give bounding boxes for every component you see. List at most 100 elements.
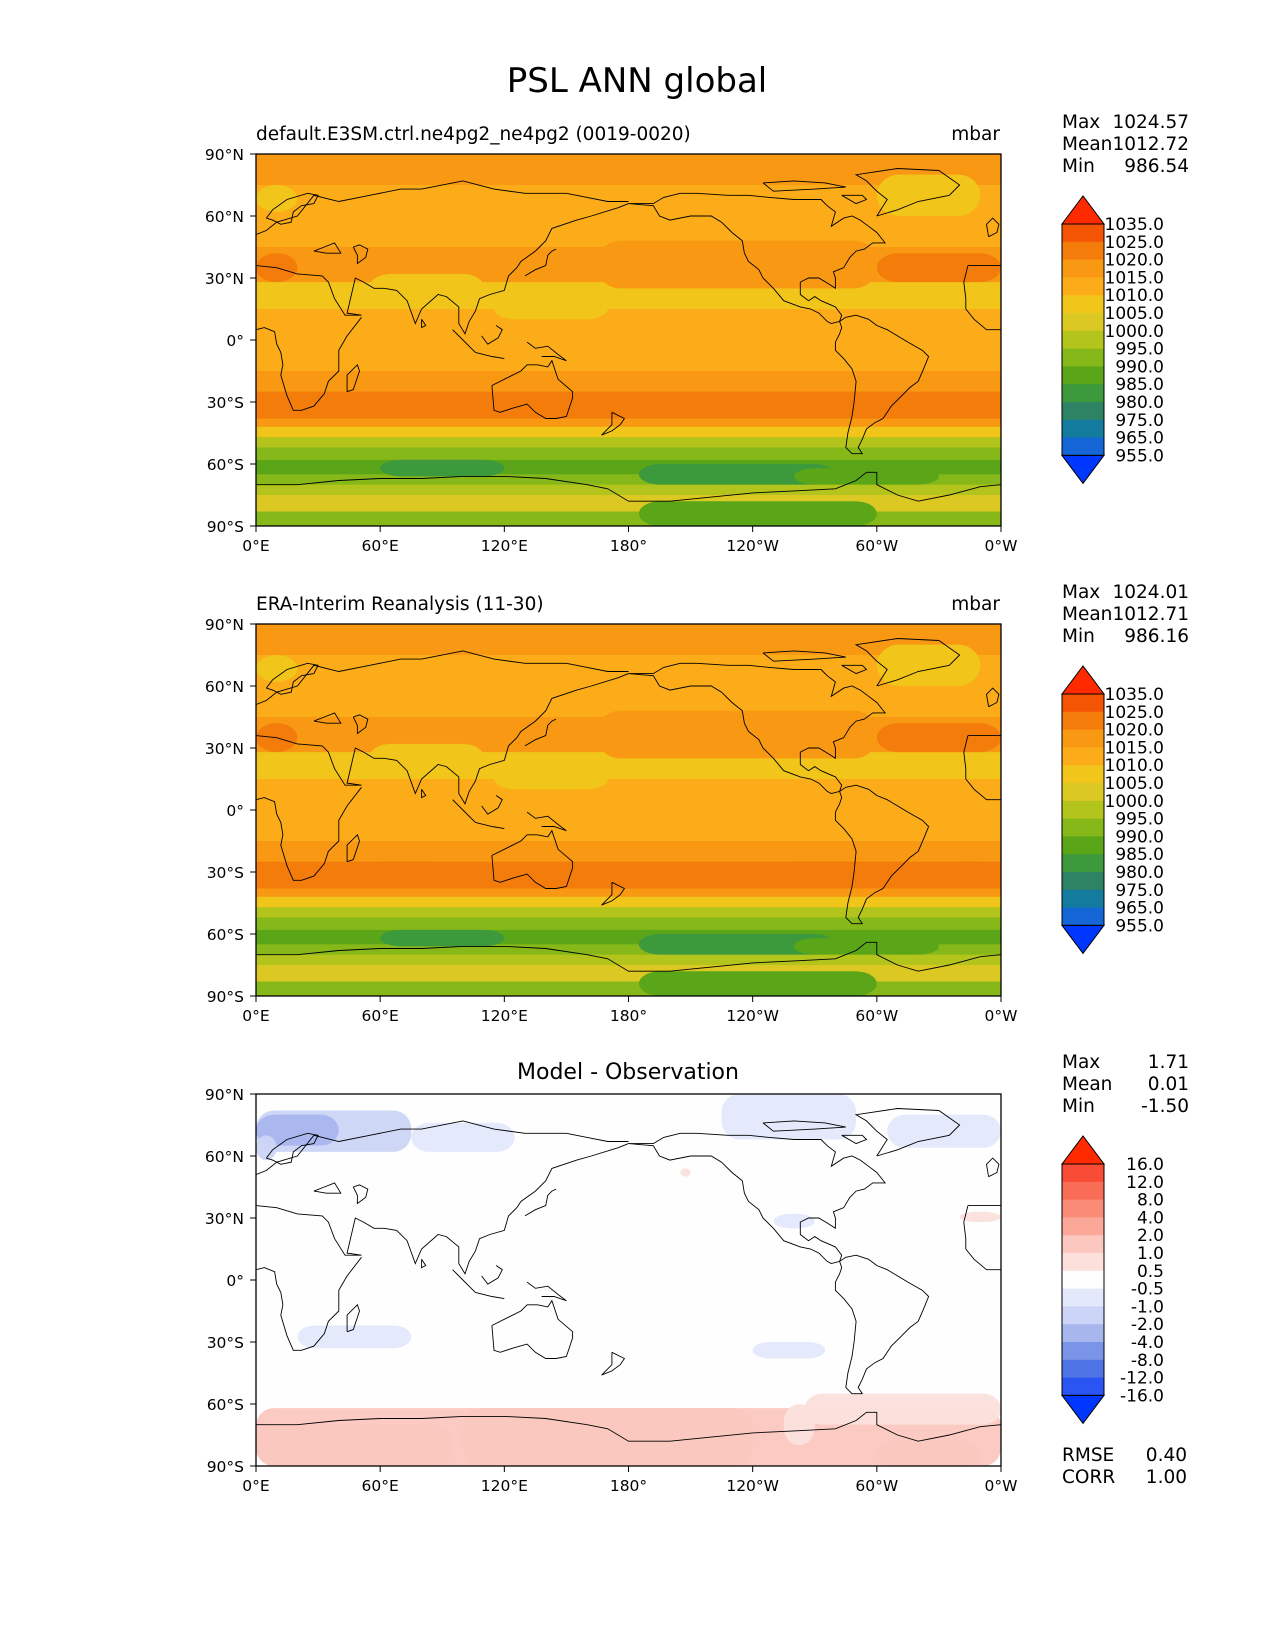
colorbar-tick-label: 2.0	[1137, 1226, 1164, 1246]
colorbar-tick-label: 955.0	[1115, 446, 1164, 466]
colorbar-diff: 16.012.08.04.02.01.00.5-0.5-1.0-2.0-4.0-…	[1061, 1135, 1164, 1425]
map-diff: 90°N 60°N 30°N 0° 30°S 60°S 90°S0°E 60°E 120°E 18…	[205, 1086, 1018, 1495]
lat-tick-label: 30°N	[205, 740, 244, 758]
coastline	[526, 341, 567, 362]
coastline	[346, 1303, 360, 1333]
coastline	[313, 712, 342, 724]
stat-label: Min	[1062, 1096, 1095, 1117]
contour-band	[256, 371, 1001, 393]
coastline	[854, 638, 961, 687]
coastline	[256, 650, 629, 706]
coastline	[352, 244, 369, 265]
coastline	[986, 687, 1000, 708]
panel-title-left: ERA-Interim Reanalysis (11-30)	[256, 594, 544, 615]
colorbar-segment	[1062, 241, 1104, 260]
lon-tick-label: 60°E	[362, 1477, 399, 1495]
stat-value: 986.16	[1124, 626, 1189, 647]
contour-patch	[794, 468, 939, 485]
lat-tick-label: 60°N	[205, 1148, 244, 1166]
contour-band	[256, 154, 1001, 186]
contour-patch	[597, 710, 877, 759]
panel-diff: Model - Observation 90°N 60°N 30°N 0° 30°S 60…	[205, 1052, 1189, 1495]
contour-patch	[597, 240, 877, 289]
coastline	[256, 1411, 1001, 1442]
coastline	[475, 1291, 505, 1300]
contour-band	[256, 484, 1001, 496]
colorbar-frame	[1061, 1163, 1105, 1396]
coastline	[963, 1205, 1001, 1271]
lat-tick-label: 90°N	[205, 1086, 244, 1104]
lon-tick-label: 0°E	[242, 537, 269, 555]
contour-band	[256, 954, 1001, 966]
metric-value: 1.00	[1146, 1467, 1187, 1488]
colorbar-tick-label: 1035.0	[1105, 215, 1164, 235]
lon-tick-label: 120°E	[481, 537, 528, 555]
contour-patch	[638, 971, 877, 996]
colorbar-extend-max	[1061, 1135, 1105, 1165]
colorbar-segment	[1062, 313, 1104, 332]
contour-band	[256, 437, 1001, 448]
colorbar-segment	[1062, 419, 1104, 438]
coastline	[491, 359, 574, 419]
lon-tick-label: 60°W	[855, 537, 898, 555]
coastline	[481, 325, 503, 345]
colorbar-segment	[1062, 1199, 1104, 1218]
coastline	[346, 363, 360, 393]
contour-band	[256, 965, 1001, 983]
coastline	[481, 795, 503, 815]
contour-patch	[380, 459, 505, 477]
contour-band	[256, 418, 1001, 428]
coastline	[841, 194, 868, 205]
contour-band	[256, 340, 1001, 372]
coastline	[854, 1108, 961, 1157]
coastline	[601, 1351, 626, 1376]
stat-label: Mean	[1062, 604, 1112, 625]
coastline	[346, 833, 360, 863]
contour-patch	[256, 391, 298, 419]
colorbar-segment	[1062, 747, 1104, 766]
contour-band	[256, 511, 1001, 526]
colorbar-segment	[1062, 348, 1104, 367]
contour-patch	[256, 655, 298, 682]
colorbar-segment	[1062, 1253, 1104, 1272]
lat-tick-label: 60°S	[207, 1396, 244, 1414]
panel-units: mbar	[951, 594, 1000, 615]
coastline	[986, 1157, 1000, 1178]
stat-label: Max	[1062, 112, 1100, 133]
coastline	[841, 1134, 868, 1145]
colorbar-segment	[1062, 1270, 1104, 1289]
lon-tick-label: 120°W	[726, 1477, 779, 1495]
contour-patch	[876, 644, 981, 686]
coastline	[256, 317, 362, 411]
colorbar-tick-label: 1010.0	[1105, 756, 1164, 776]
coastline	[256, 471, 1001, 502]
metric-value: 0.40	[1146, 1445, 1187, 1466]
lon-tick-label: 0°W	[985, 1477, 1018, 1495]
coastline	[762, 650, 846, 662]
contour-band	[256, 917, 1001, 931]
coastline	[491, 829, 574, 889]
coastline	[452, 1269, 476, 1293]
colorbar-segment	[1062, 872, 1104, 891]
coastline	[628, 1132, 887, 1264]
coastline	[265, 662, 319, 695]
panel-units: mbar	[951, 124, 1000, 145]
lat-tick-label: 30°N	[205, 270, 244, 288]
lon-tick-label: 180°	[610, 537, 647, 555]
stat-value: 1012.72	[1112, 134, 1189, 155]
colorbar-tick-label: 1020.0	[1105, 721, 1164, 741]
colorbar-segment	[1062, 259, 1104, 278]
colorbar-segment	[1062, 330, 1104, 349]
contour-patch	[256, 1114, 339, 1146]
colorbar-tick-label: 980.0	[1115, 393, 1164, 413]
contour-patch	[369, 273, 484, 299]
contour-patch	[638, 501, 877, 526]
lat-tick-label: 30°S	[207, 1334, 244, 1352]
coastline	[256, 1120, 629, 1176]
colorbar-obs: 1035.01025.01020.01015.01010.01005.01000…	[1061, 665, 1164, 955]
coastline	[256, 1257, 362, 1351]
coastline	[762, 1120, 846, 1132]
lat-tick-label: 60°S	[207, 456, 244, 474]
stat-value: 986.54	[1124, 156, 1189, 177]
colorbar-tick-label: 1.0	[1137, 1244, 1164, 1264]
